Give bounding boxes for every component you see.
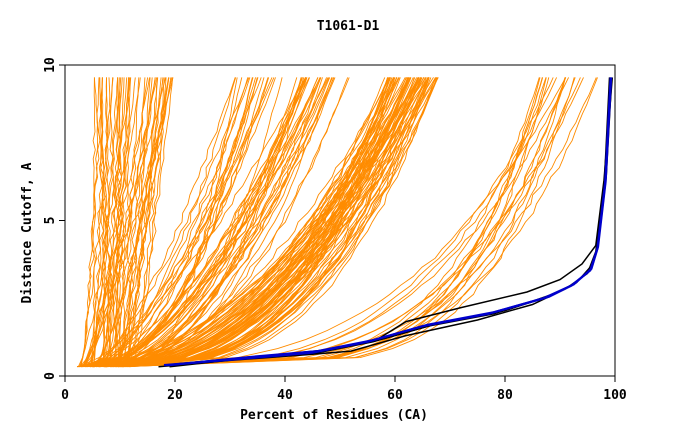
x-tick-label-4: 80	[497, 388, 513, 403]
model-trace-orange-198	[98, 77, 389, 368]
model-trace-orange-156	[79, 77, 419, 368]
model-trace-orange-194	[105, 77, 410, 368]
y-tick-label-1: 5	[43, 217, 58, 225]
model-trace-orange-163	[100, 77, 131, 367]
model-trace-orange-152	[83, 77, 303, 368]
model-trace-orange-181	[78, 77, 393, 368]
model-trace-orange-66	[87, 77, 425, 368]
model-trace-orange-172	[84, 77, 273, 368]
x-tick-label-3: 60	[387, 388, 403, 403]
model-trace-orange-105	[112, 77, 162, 367]
model-trace-orange-124	[115, 77, 349, 368]
model-trace-orange-131	[126, 77, 132, 367]
model-trace-orange-20	[90, 77, 406, 368]
model-trace-orange-197	[87, 77, 306, 368]
model-trace-orange-192	[81, 77, 322, 368]
y-axis-ticks: 0 5 10	[43, 57, 65, 380]
model-trace-orange-118	[92, 77, 598, 368]
plot-lines	[76, 77, 614, 368]
model-trace-orange-180	[99, 77, 124, 367]
model-trace-orange-173	[99, 77, 430, 368]
model-trace-orange-168	[82, 77, 174, 367]
model-trace-orange-123	[98, 77, 398, 368]
model-trace-orange-182	[117, 77, 151, 367]
model-trace-orange-117	[84, 77, 411, 368]
model-trace-orange-104	[77, 77, 319, 368]
model-trace-orange-3	[129, 77, 558, 368]
model-trace-orange-151	[77, 77, 132, 367]
model-trace-orange-95	[113, 77, 554, 368]
model-trace-orange-83	[80, 77, 103, 367]
model-trace-orange-175	[96, 77, 423, 368]
model-trace-orange-18	[92, 77, 597, 368]
y-tick-label-0: 0	[43, 372, 58, 380]
model-trace-orange-158	[90, 77, 389, 368]
model-trace-orange-40	[111, 77, 333, 368]
model-trace-orange-102	[130, 77, 238, 368]
x-tick-label-1: 20	[167, 388, 183, 403]
model-trace-orange-199	[103, 77, 335, 368]
model-trace-orange-147	[99, 77, 439, 368]
model-trace-orange-160	[91, 77, 122, 367]
model-trace-orange-113	[121, 77, 575, 368]
model-trace-orange-154	[119, 77, 540, 368]
model-trace-orange-125	[118, 77, 283, 368]
model-trace-orange-174	[113, 77, 132, 367]
model-trace-orange-189	[82, 77, 149, 367]
model-trace-orange-107	[111, 77, 276, 368]
model-trace-orange-122	[103, 77, 156, 367]
model-trace-orange-98	[78, 77, 306, 368]
model-trace-orange-145	[103, 77, 123, 367]
model-trace-orange-16	[88, 77, 321, 368]
chart-title: T1061-D1	[317, 19, 380, 34]
model-trace-orange-69	[104, 77, 336, 368]
model-trace-orange-133	[109, 77, 401, 368]
model-trace-orange-47	[93, 77, 420, 368]
model-trace-orange-176	[105, 77, 328, 368]
model-trace-blue-5	[169, 77, 613, 367]
x-tick-label-2: 40	[277, 388, 293, 403]
y-axis-label: Distance Cutoff, A	[20, 162, 35, 303]
model-trace-orange-138	[92, 77, 584, 368]
model-trace-orange-193	[112, 77, 262, 368]
model-trace-orange-183	[104, 77, 566, 368]
model-trace-orange-101	[116, 77, 429, 368]
model-trace-orange-178	[127, 77, 158, 367]
model-trace-orange-184	[103, 77, 129, 367]
x-axis-label: Percent of Residues (CA)	[240, 408, 428, 423]
x-axis-ticks: 0 20 40 60 80 100	[61, 376, 627, 403]
model-trace-orange-61	[106, 77, 112, 367]
model-trace-orange-190	[108, 77, 173, 367]
x-tick-label-5: 100	[603, 388, 627, 403]
model-trace-orange-171	[86, 77, 275, 368]
model-trace-orange-164	[127, 77, 305, 368]
model-trace-orange-165	[106, 77, 410, 368]
model-trace-orange-169	[78, 77, 311, 368]
model-trace-orange-186	[119, 77, 570, 368]
model-trace-orange-52	[101, 77, 310, 368]
model-trace-orange-187	[99, 77, 112, 367]
model-trace-orange-91	[92, 77, 395, 368]
model-trace-orange-38	[103, 77, 581, 368]
model-trace-orange-108	[106, 77, 307, 368]
model-trace-orange-149	[91, 77, 96, 367]
model-trace-orange-146	[107, 77, 422, 368]
model-trace-orange-34	[81, 77, 567, 368]
model-trace-orange-195	[107, 77, 396, 368]
y-tick-label-2: 10	[43, 57, 58, 73]
model-trace-orange-14	[122, 77, 438, 368]
model-trace-orange-196	[105, 77, 426, 368]
model-trace-orange-121	[109, 77, 550, 368]
model-trace-orange-126	[81, 77, 141, 367]
x-tick-label-0: 0	[61, 388, 69, 403]
model-trace-orange-167	[125, 77, 419, 368]
model-trace-orange-179	[80, 77, 304, 368]
model-trace-orange-114	[89, 77, 236, 368]
model-trace-orange-129	[111, 77, 410, 368]
model-trace-orange-75	[85, 77, 432, 368]
model-trace-orange-100	[107, 77, 254, 368]
